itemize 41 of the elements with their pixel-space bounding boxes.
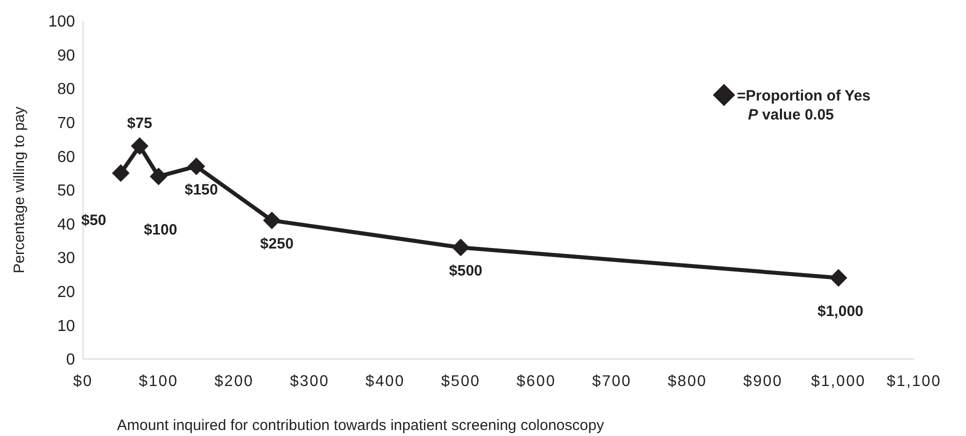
- y-tick-label: 0: [66, 352, 76, 369]
- x-axis-title: Amount inquired for contribution towards inpatient screening colonoscopy: [117, 417, 604, 434]
- y-tick-label: 30: [57, 250, 76, 268]
- point: [263, 212, 281, 230]
- annotation: $75: [127, 115, 152, 132]
- annotation: $50: [81, 212, 106, 230]
- annotation: $150: [184, 181, 218, 198]
- x-tick-label: $1,100: [886, 373, 942, 390]
- legend-label: =Proportion of Yes: [737, 87, 870, 104]
- annotation: $500: [449, 262, 482, 280]
- x-tick-label: $900: [743, 373, 783, 390]
- y-tick-label: 80: [57, 81, 76, 98]
- point: [112, 164, 130, 182]
- point: [188, 158, 206, 176]
- x-tick-label: $400: [366, 373, 405, 390]
- x-tick-label: $1,000: [811, 373, 866, 390]
- y-tick-label: 90: [57, 47, 76, 64]
- x-tick-label: $0: [73, 373, 93, 390]
- y-tick-label: 100: [48, 14, 76, 31]
- x-tick-label: $700: [592, 373, 632, 390]
- annotation: P value 0.05: [748, 106, 834, 124]
- y-tick-label: 70: [57, 115, 76, 132]
- x-tick-label: $500: [441, 373, 480, 390]
- x-tick-label: $600: [516, 373, 556, 390]
- point: [150, 168, 168, 186]
- x-tick-label: $800: [668, 373, 708, 390]
- y-tick-label: 50: [57, 182, 76, 200]
- annotation: $1,000: [818, 302, 864, 320]
- y-tick-label: 40: [57, 216, 76, 234]
- point: [830, 269, 848, 287]
- y-axis-title: Percentage willing to pay: [11, 106, 28, 274]
- point: [452, 238, 470, 256]
- annotation: $100: [144, 221, 178, 238]
- x-tick-label: $100: [138, 373, 178, 390]
- y-tick-label: 20: [57, 284, 76, 301]
- y-tick-label: 60: [57, 148, 76, 166]
- x-tick-label: $300: [290, 373, 330, 390]
- point: [130, 137, 148, 155]
- y-tick-label: 10: [57, 318, 76, 335]
- annotation: $250: [260, 235, 294, 252]
- x-tick-label: $200: [214, 373, 254, 390]
